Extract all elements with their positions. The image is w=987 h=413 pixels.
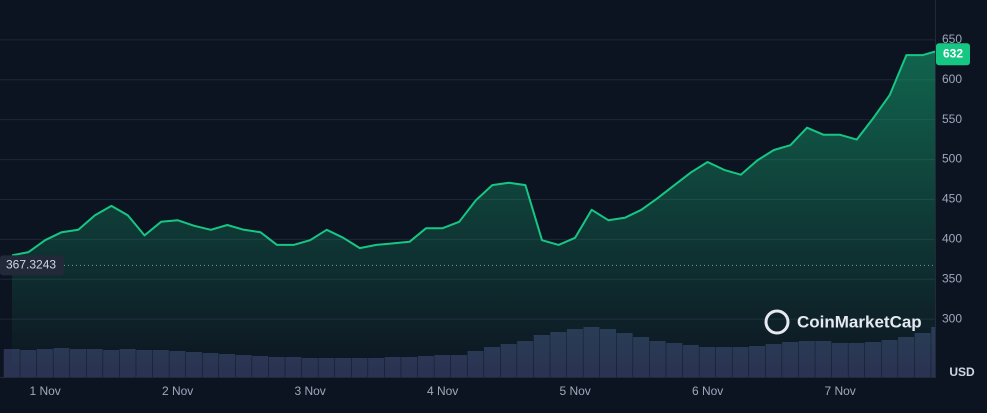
line [11, 50, 935, 257]
reference-label: 367.3243 [6, 258, 56, 272]
y-tick-label: 450 [942, 192, 962, 206]
logo [764, 309, 790, 335]
area [12, 51, 935, 375]
y-tick-label: 350 [942, 271, 962, 285]
x-tick-label: 4 Nov [427, 384, 458, 398]
y-axis-label: USD [949, 365, 975, 379]
plot [0, 39, 935, 377]
y-tick-label: 600 [942, 72, 962, 86]
y-tick-label: 650 [942, 32, 962, 46]
x-tick-label: 7 Nov [824, 384, 855, 398]
price-badge [936, 43, 970, 66]
watermark: CoinMarketCap [764, 309, 922, 335]
x-tick-label: 6 Nov [692, 384, 723, 398]
price-label: 632 [943, 46, 963, 60]
y-tick-label: 300 [942, 311, 962, 325]
x-tick-label: 5 Nov [559, 384, 590, 398]
y-tick-label: 400 [942, 232, 962, 246]
y-tick-label: 550 [942, 112, 962, 126]
watermark-text: CoinMarketCap [797, 312, 922, 331]
y-tick-label: 500 [942, 152, 962, 166]
reference-badge [0, 255, 64, 276]
x-tick-label: 3 Nov [294, 384, 325, 398]
x-tick-label: 2 Nov [162, 384, 193, 398]
x-tick-label: 1 Nov [29, 384, 60, 398]
